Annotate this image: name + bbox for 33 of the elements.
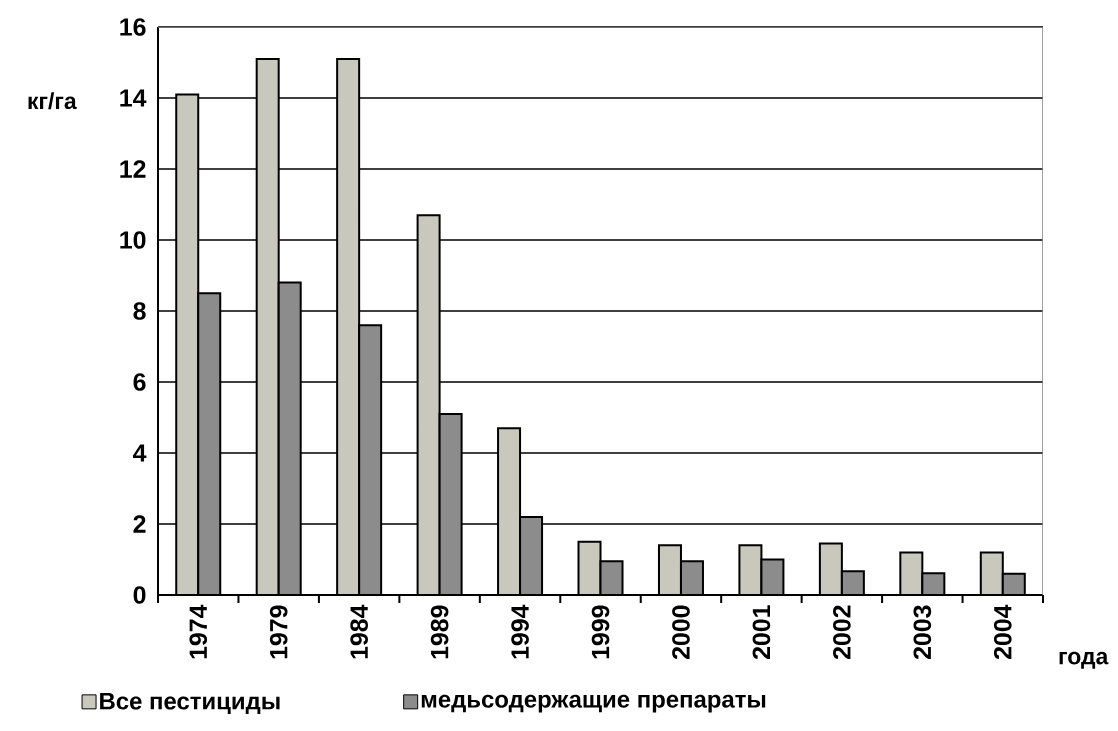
y-axis-title: кг/га	[28, 92, 77, 110]
legend-label: Все пестициды	[100, 692, 280, 715]
x-tick-label: 2001	[752, 605, 771, 660]
bar	[498, 428, 521, 595]
bar	[176, 94, 199, 595]
bar	[198, 293, 221, 595]
x-tick-label: 2003	[913, 605, 932, 660]
bar	[337, 58, 360, 595]
y-tick-label: 8	[133, 302, 146, 320]
x-axis-title: года	[1059, 651, 1109, 669]
x-tick-label: 2004	[993, 604, 1012, 660]
bar	[256, 58, 279, 595]
y-tick-label: 0	[133, 586, 146, 604]
y-tick-label: 16	[120, 18, 146, 36]
x-tick-label: 2000	[672, 605, 690, 660]
legend-label: медьсодержащие препараты	[421, 694, 766, 713]
y-tick-label: 10	[120, 231, 146, 249]
x-tick-label: 1999	[591, 605, 610, 659]
x-tick-label: 1979	[269, 605, 288, 659]
y-tick-label: 4	[133, 444, 147, 462]
y-tick-label: 6	[133, 373, 146, 391]
x-tick-label: 1989	[430, 605, 449, 659]
bar	[359, 325, 382, 595]
x-tick-label: 2002	[833, 605, 851, 660]
x-tick-label: 1984	[350, 604, 368, 659]
y-tick-label: 12	[120, 160, 146, 178]
bar	[439, 413, 462, 595]
bar	[278, 282, 301, 595]
y-tick-label: 14	[120, 89, 147, 107]
y-tick-label: 2	[133, 515, 146, 533]
x-tick-label: 1974	[189, 604, 208, 659]
x-tick-label: 1994	[511, 604, 529, 659]
bar	[417, 215, 440, 595]
